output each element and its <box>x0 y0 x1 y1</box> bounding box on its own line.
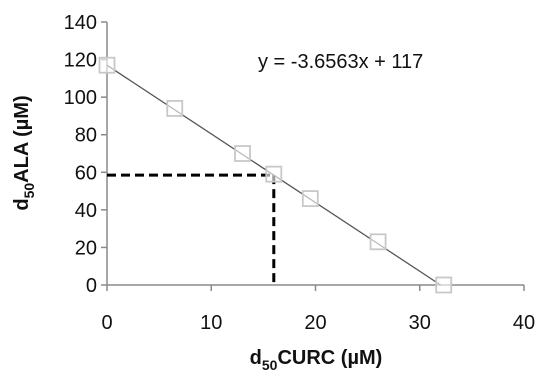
x-tick-label: 0 <box>101 312 112 334</box>
y-tick-label: 80 <box>75 125 97 147</box>
data-point <box>369 233 387 251</box>
y-tick-label: 0 <box>86 275 97 297</box>
y-axis-title: d50ALA (µM) <box>11 95 37 210</box>
y-tick-label: 20 <box>75 237 97 259</box>
x-axis-title: d50CURC (µM) <box>250 347 383 373</box>
data-points <box>98 56 453 294</box>
y-tick-label: 100 <box>64 87 97 109</box>
reference-lines <box>107 173 276 285</box>
x-tick-label: 20 <box>304 312 326 334</box>
x-tick-label: 40 <box>513 312 535 334</box>
tick-labels: 0 20 40 60 80 100 120 140 0 10 20 30 40 <box>64 12 536 334</box>
data-point <box>166 100 184 117</box>
data-point <box>301 190 319 207</box>
y-tick-label: 140 <box>64 12 97 34</box>
y-tick-label: 60 <box>75 162 97 184</box>
data-point <box>98 56 116 74</box>
x-tick-label: 10 <box>200 312 222 334</box>
data-point <box>265 165 283 183</box>
y-tick-label: 120 <box>64 50 97 72</box>
data-point <box>435 276 453 294</box>
y-tick-label: 40 <box>75 200 97 222</box>
trendline-equation: y = -3.6563x + 117 <box>258 51 423 73</box>
data-point <box>234 145 251 162</box>
x-tick-label: 30 <box>409 312 431 334</box>
